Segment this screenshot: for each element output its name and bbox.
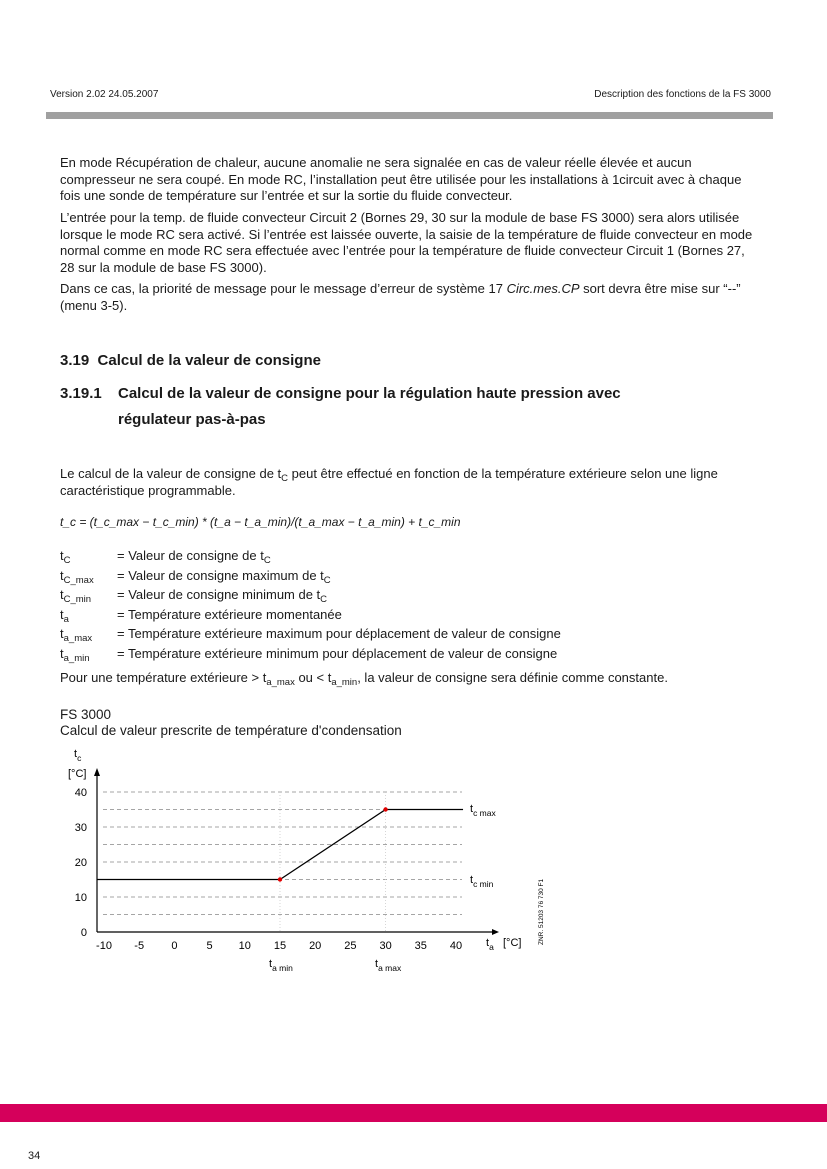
x-tick-label: 15 xyxy=(274,940,286,952)
x-tick-label: -5 xyxy=(134,940,144,952)
y-axis-arrow xyxy=(94,768,100,776)
drawing-number: ZNR. 51203 76 730 F1 xyxy=(538,878,545,945)
x-tick-label: 20 xyxy=(309,940,321,952)
x-tick-label: 10 xyxy=(239,940,251,952)
heading-3-19: 3.19 Calcul de la valeur de consigne xyxy=(60,352,321,369)
definition-row: ta = Température extérieure momentanée xyxy=(60,606,342,625)
x-tick-label: 30 xyxy=(379,940,391,952)
breakpoint-marker xyxy=(277,877,283,882)
y-tick-label: 20 xyxy=(75,857,87,869)
series-line xyxy=(96,808,464,881)
x-tick-label: -10 xyxy=(96,940,112,952)
y-tick-label: 40 xyxy=(75,787,87,799)
header-rule xyxy=(46,112,773,119)
x-tick-label: 35 xyxy=(415,940,427,952)
x-tick-label: 40 xyxy=(450,940,462,952)
constant-note: Pour une température extérieure > ta_max… xyxy=(60,670,668,688)
definition-row: tC = Valeur de consigne de tC xyxy=(60,548,271,566)
footer-bar xyxy=(0,1104,827,1122)
label-tc: tc xyxy=(74,748,82,763)
label-tc-min: tc min xyxy=(470,874,494,889)
y-unit: [°C] xyxy=(68,768,86,780)
x-unit: [°C] xyxy=(503,937,521,949)
chart: -10 -5 0 5 10 15 20 25 30 35 40 0 10 20 30 40 tc max tc m… xyxy=(68,748,545,973)
y-tick-label: 0 xyxy=(81,927,87,939)
formula: t_c = (t_c_max − t_c_min) * (t_a − t_a_m… xyxy=(60,515,461,529)
intro-paragraph: Le calcul de la valeur de consigne de tC… xyxy=(60,466,718,498)
x-tick-label: 0 xyxy=(171,940,177,952)
definition-row: ta_min = Température extérieure minimum p… xyxy=(60,645,558,664)
page-number: 34 xyxy=(28,1150,41,1162)
definition-row: tC_min = Valeur de consigne minimum de tC xyxy=(60,587,328,605)
paragraph-1: En mode Récupération de chaleur, aucune … xyxy=(60,155,742,203)
label-tc-max: tc max xyxy=(470,803,496,818)
chart-caption: FS 3000 Calcul de valeur prescrite de tem… xyxy=(60,707,402,738)
x-tick-label: 5 xyxy=(207,940,213,952)
x-axis-arrow xyxy=(492,929,499,935)
x-tick-label: 25 xyxy=(344,940,356,952)
heading-3-19-1-line2: régulateur pas-à-pas xyxy=(118,411,266,428)
label-ta-min: ta min xyxy=(269,958,293,973)
definition-row: tC_max = Valeur de consigne maximum de tC xyxy=(60,567,331,586)
definition-row: ta_max = Température extérieure maximum p… xyxy=(60,626,561,644)
y-tick-label: 30 xyxy=(75,822,87,834)
label-ta-max: ta max xyxy=(375,958,402,973)
header-title: Description des fonctions de la FS 3000 xyxy=(594,89,771,100)
header-version: Version 2.02 24.05.2007 xyxy=(50,89,159,100)
heading-3-19-1: 3.19.1 Calcul de la valeur de consigne po… xyxy=(60,385,621,402)
paragraph-3: Dans ce cas, la priorité de message pour… xyxy=(60,281,741,313)
paragraph-2: L’entrée pour la temp. de fluide convect… xyxy=(60,210,753,275)
y-tick-label: 10 xyxy=(75,892,87,904)
breakpoint-marker xyxy=(383,807,388,812)
label-ta: ta xyxy=(486,937,494,952)
